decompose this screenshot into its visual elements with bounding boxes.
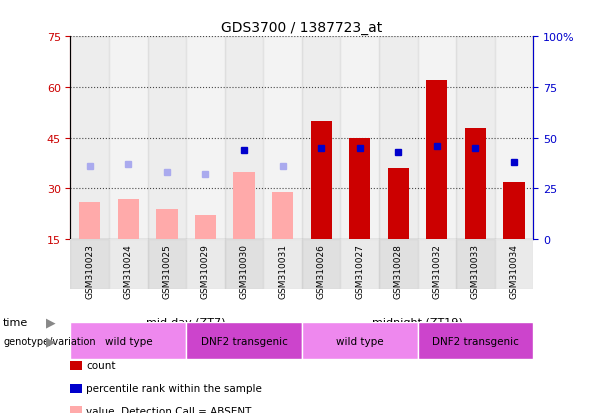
Bar: [495, 240, 533, 289]
Text: GSM310025: GSM310025: [162, 244, 172, 298]
Bar: [70, 37, 109, 240]
Text: midnight (ZT19): midnight (ZT19): [372, 317, 463, 327]
Text: GSM310024: GSM310024: [124, 244, 133, 298]
Bar: [186, 37, 225, 240]
Bar: [225, 240, 264, 289]
Text: percentile rank within the sample: percentile rank within the sample: [86, 383, 262, 393]
Text: time: time: [3, 317, 28, 327]
Bar: [234, 172, 254, 240]
Bar: [417, 240, 456, 289]
Bar: [186, 240, 225, 289]
Bar: [379, 240, 417, 289]
Bar: [148, 37, 186, 240]
Bar: [302, 240, 340, 289]
Bar: [79, 202, 101, 240]
Bar: [417, 322, 533, 359]
Bar: [109, 37, 148, 240]
Bar: [340, 240, 379, 289]
Bar: [264, 240, 302, 289]
Bar: [426, 81, 447, 240]
Bar: [456, 240, 495, 289]
Text: ▶: ▶: [46, 334, 56, 347]
Text: count: count: [86, 361, 116, 370]
Bar: [70, 322, 186, 359]
Text: GSM310033: GSM310033: [471, 244, 480, 298]
Bar: [186, 322, 302, 359]
Bar: [302, 322, 417, 359]
Bar: [503, 182, 525, 240]
Bar: [379, 37, 417, 240]
Text: GSM310029: GSM310029: [201, 244, 210, 298]
Title: GDS3700 / 1387723_at: GDS3700 / 1387723_at: [221, 21, 383, 35]
Bar: [264, 37, 302, 240]
Text: GSM310028: GSM310028: [394, 244, 403, 298]
Bar: [109, 240, 148, 289]
Bar: [156, 209, 178, 240]
Text: genotype/variation: genotype/variation: [3, 336, 96, 346]
Text: DNF2 transgenic: DNF2 transgenic: [432, 336, 519, 346]
Bar: [118, 199, 139, 240]
Bar: [195, 216, 216, 240]
Text: GSM310031: GSM310031: [278, 244, 287, 298]
Bar: [272, 192, 293, 240]
Bar: [311, 121, 332, 240]
Bar: [302, 37, 340, 240]
Text: wild type: wild type: [105, 336, 152, 346]
Text: GSM310032: GSM310032: [432, 244, 441, 298]
Bar: [148, 240, 186, 289]
Text: ▶: ▶: [46, 316, 56, 329]
Text: value, Detection Call = ABSENT: value, Detection Call = ABSENT: [86, 406, 252, 413]
Text: GSM310027: GSM310027: [356, 244, 364, 298]
Bar: [417, 37, 456, 240]
Bar: [225, 37, 264, 240]
Bar: [495, 37, 533, 240]
Text: GSM310030: GSM310030: [240, 244, 248, 298]
Bar: [70, 240, 109, 289]
Bar: [387, 169, 409, 240]
Text: mid-day (ZT7): mid-day (ZT7): [147, 317, 226, 327]
Text: GSM310034: GSM310034: [509, 244, 519, 298]
Bar: [465, 128, 486, 240]
Bar: [349, 138, 370, 240]
Bar: [340, 37, 379, 240]
Text: GSM310026: GSM310026: [317, 244, 326, 298]
Bar: [456, 37, 495, 240]
Text: wild type: wild type: [336, 336, 384, 346]
Text: DNF2 transgenic: DNF2 transgenic: [200, 336, 287, 346]
Text: GSM310023: GSM310023: [85, 244, 94, 298]
